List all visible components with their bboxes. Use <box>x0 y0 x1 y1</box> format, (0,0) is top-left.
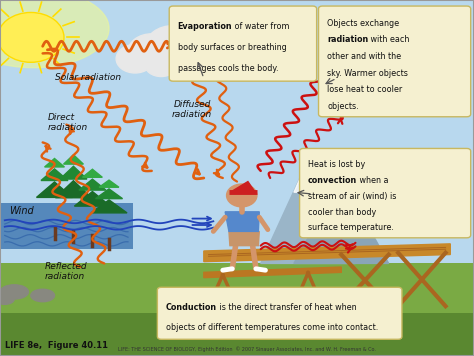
Circle shape <box>0 12 64 62</box>
Text: sky. Warmer objects: sky. Warmer objects <box>327 69 408 78</box>
Polygon shape <box>294 178 389 263</box>
Text: Evaporation: Evaporation <box>178 22 232 31</box>
Text: of water from: of water from <box>232 22 290 31</box>
Ellipse shape <box>0 294 14 304</box>
Polygon shape <box>294 160 322 192</box>
Ellipse shape <box>0 0 109 68</box>
FancyBboxPatch shape <box>319 6 471 117</box>
Polygon shape <box>36 182 73 197</box>
Polygon shape <box>82 169 102 177</box>
Polygon shape <box>91 200 127 213</box>
Polygon shape <box>231 182 255 192</box>
Text: Objects exchange: Objects exchange <box>327 19 399 27</box>
Polygon shape <box>99 180 119 187</box>
Text: Wind: Wind <box>9 206 34 216</box>
Circle shape <box>227 184 257 207</box>
Text: Heat is lost by: Heat is lost by <box>308 160 365 169</box>
FancyBboxPatch shape <box>0 0 474 313</box>
Circle shape <box>116 44 154 73</box>
Text: stream of air (wind) is: stream of air (wind) is <box>308 192 396 201</box>
Polygon shape <box>225 212 259 231</box>
Text: radiation: radiation <box>327 35 368 44</box>
Text: LIFE: THE SCIENCE OF BIOLOGY, Eighth Edition  © 2007 Sinauer Associates, Inc. an: LIFE: THE SCIENCE OF BIOLOGY, Eighth Edi… <box>118 347 375 352</box>
Polygon shape <box>261 160 356 263</box>
FancyBboxPatch shape <box>0 263 474 313</box>
Text: Direct
radiation: Direct radiation <box>47 112 88 132</box>
Circle shape <box>207 43 243 70</box>
Text: objects of different temperatures come into contact.: objects of different temperatures come i… <box>166 323 378 332</box>
Polygon shape <box>55 181 91 198</box>
Text: convection: convection <box>308 176 357 185</box>
Circle shape <box>187 52 221 78</box>
Text: passages cools the body.: passages cools the body. <box>178 64 278 73</box>
FancyBboxPatch shape <box>0 203 133 249</box>
Ellipse shape <box>0 285 28 299</box>
Text: surface temperature.: surface temperature. <box>308 223 394 232</box>
Polygon shape <box>204 267 341 278</box>
Polygon shape <box>96 189 122 199</box>
Circle shape <box>145 52 178 77</box>
Text: with each: with each <box>368 35 410 44</box>
Text: other and with the: other and with the <box>327 52 401 61</box>
FancyBboxPatch shape <box>0 313 474 356</box>
Text: cooler than body: cooler than body <box>308 208 376 216</box>
Circle shape <box>166 52 204 80</box>
FancyBboxPatch shape <box>300 148 471 238</box>
Text: objects.: objects. <box>327 102 359 111</box>
Polygon shape <box>79 179 106 190</box>
Text: Conduction: Conduction <box>166 303 217 312</box>
Polygon shape <box>60 166 87 179</box>
Text: Reflected
radiation: Reflected radiation <box>45 262 88 282</box>
Polygon shape <box>64 155 83 164</box>
FancyBboxPatch shape <box>157 287 402 339</box>
Polygon shape <box>204 244 450 262</box>
Text: is the direct transfer of heat when: is the direct transfer of heat when <box>217 303 356 312</box>
Circle shape <box>146 26 201 67</box>
Polygon shape <box>41 169 68 180</box>
Text: lose heat to cooler: lose heat to cooler <box>327 85 402 94</box>
Polygon shape <box>45 158 64 167</box>
Text: body surfaces or breathing: body surfaces or breathing <box>178 43 286 52</box>
Text: LIFE 8e,  Figure 40.11: LIFE 8e, Figure 40.11 <box>5 341 108 350</box>
Polygon shape <box>229 231 259 246</box>
FancyBboxPatch shape <box>169 6 317 81</box>
Circle shape <box>192 36 235 68</box>
Polygon shape <box>74 192 110 206</box>
Text: Solar radiation: Solar radiation <box>55 73 121 82</box>
Text: when a: when a <box>357 176 389 185</box>
Circle shape <box>128 34 175 69</box>
Text: Diffused
radiation: Diffused radiation <box>172 100 212 120</box>
Ellipse shape <box>31 289 55 302</box>
Circle shape <box>170 28 219 66</box>
